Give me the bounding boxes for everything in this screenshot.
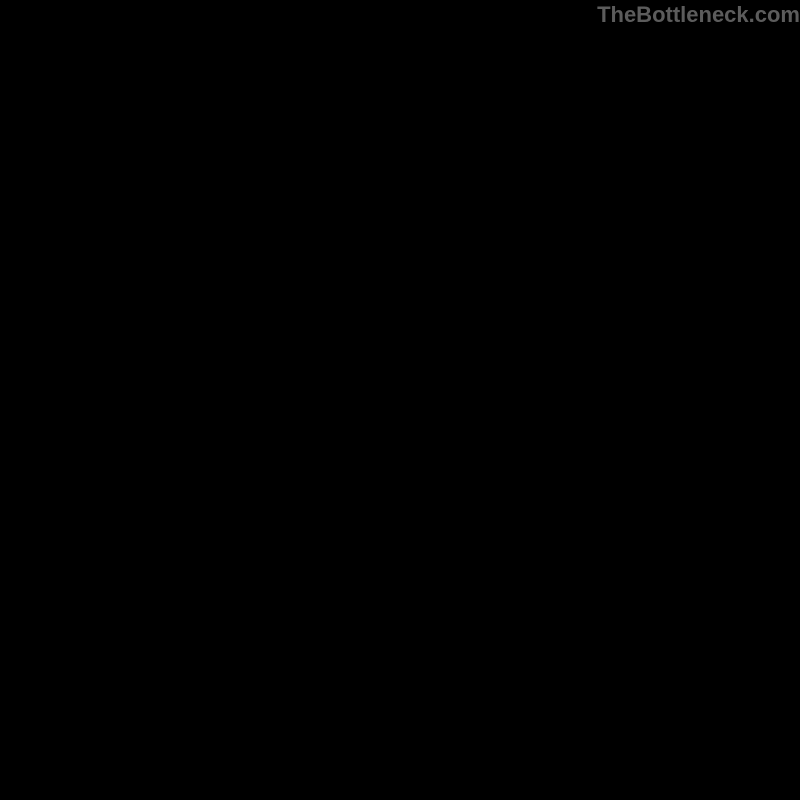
watermark-text: TheBottleneck.com — [597, 2, 800, 28]
outer-black-frame — [0, 0, 800, 800]
